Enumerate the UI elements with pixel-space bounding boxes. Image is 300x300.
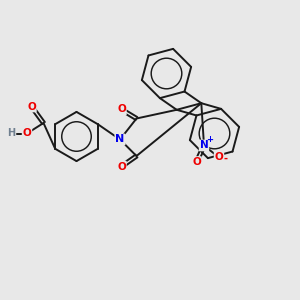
- Text: O: O: [214, 152, 224, 163]
- Text: N: N: [200, 140, 208, 151]
- Text: -: -: [224, 154, 228, 164]
- Text: O: O: [117, 161, 126, 172]
- Text: N: N: [116, 134, 124, 145]
- Text: O: O: [27, 101, 36, 112]
- Text: O: O: [192, 157, 201, 167]
- Text: +: +: [206, 135, 213, 144]
- Text: H: H: [7, 128, 16, 139]
- Text: O: O: [117, 104, 126, 115]
- Text: O: O: [22, 128, 32, 139]
